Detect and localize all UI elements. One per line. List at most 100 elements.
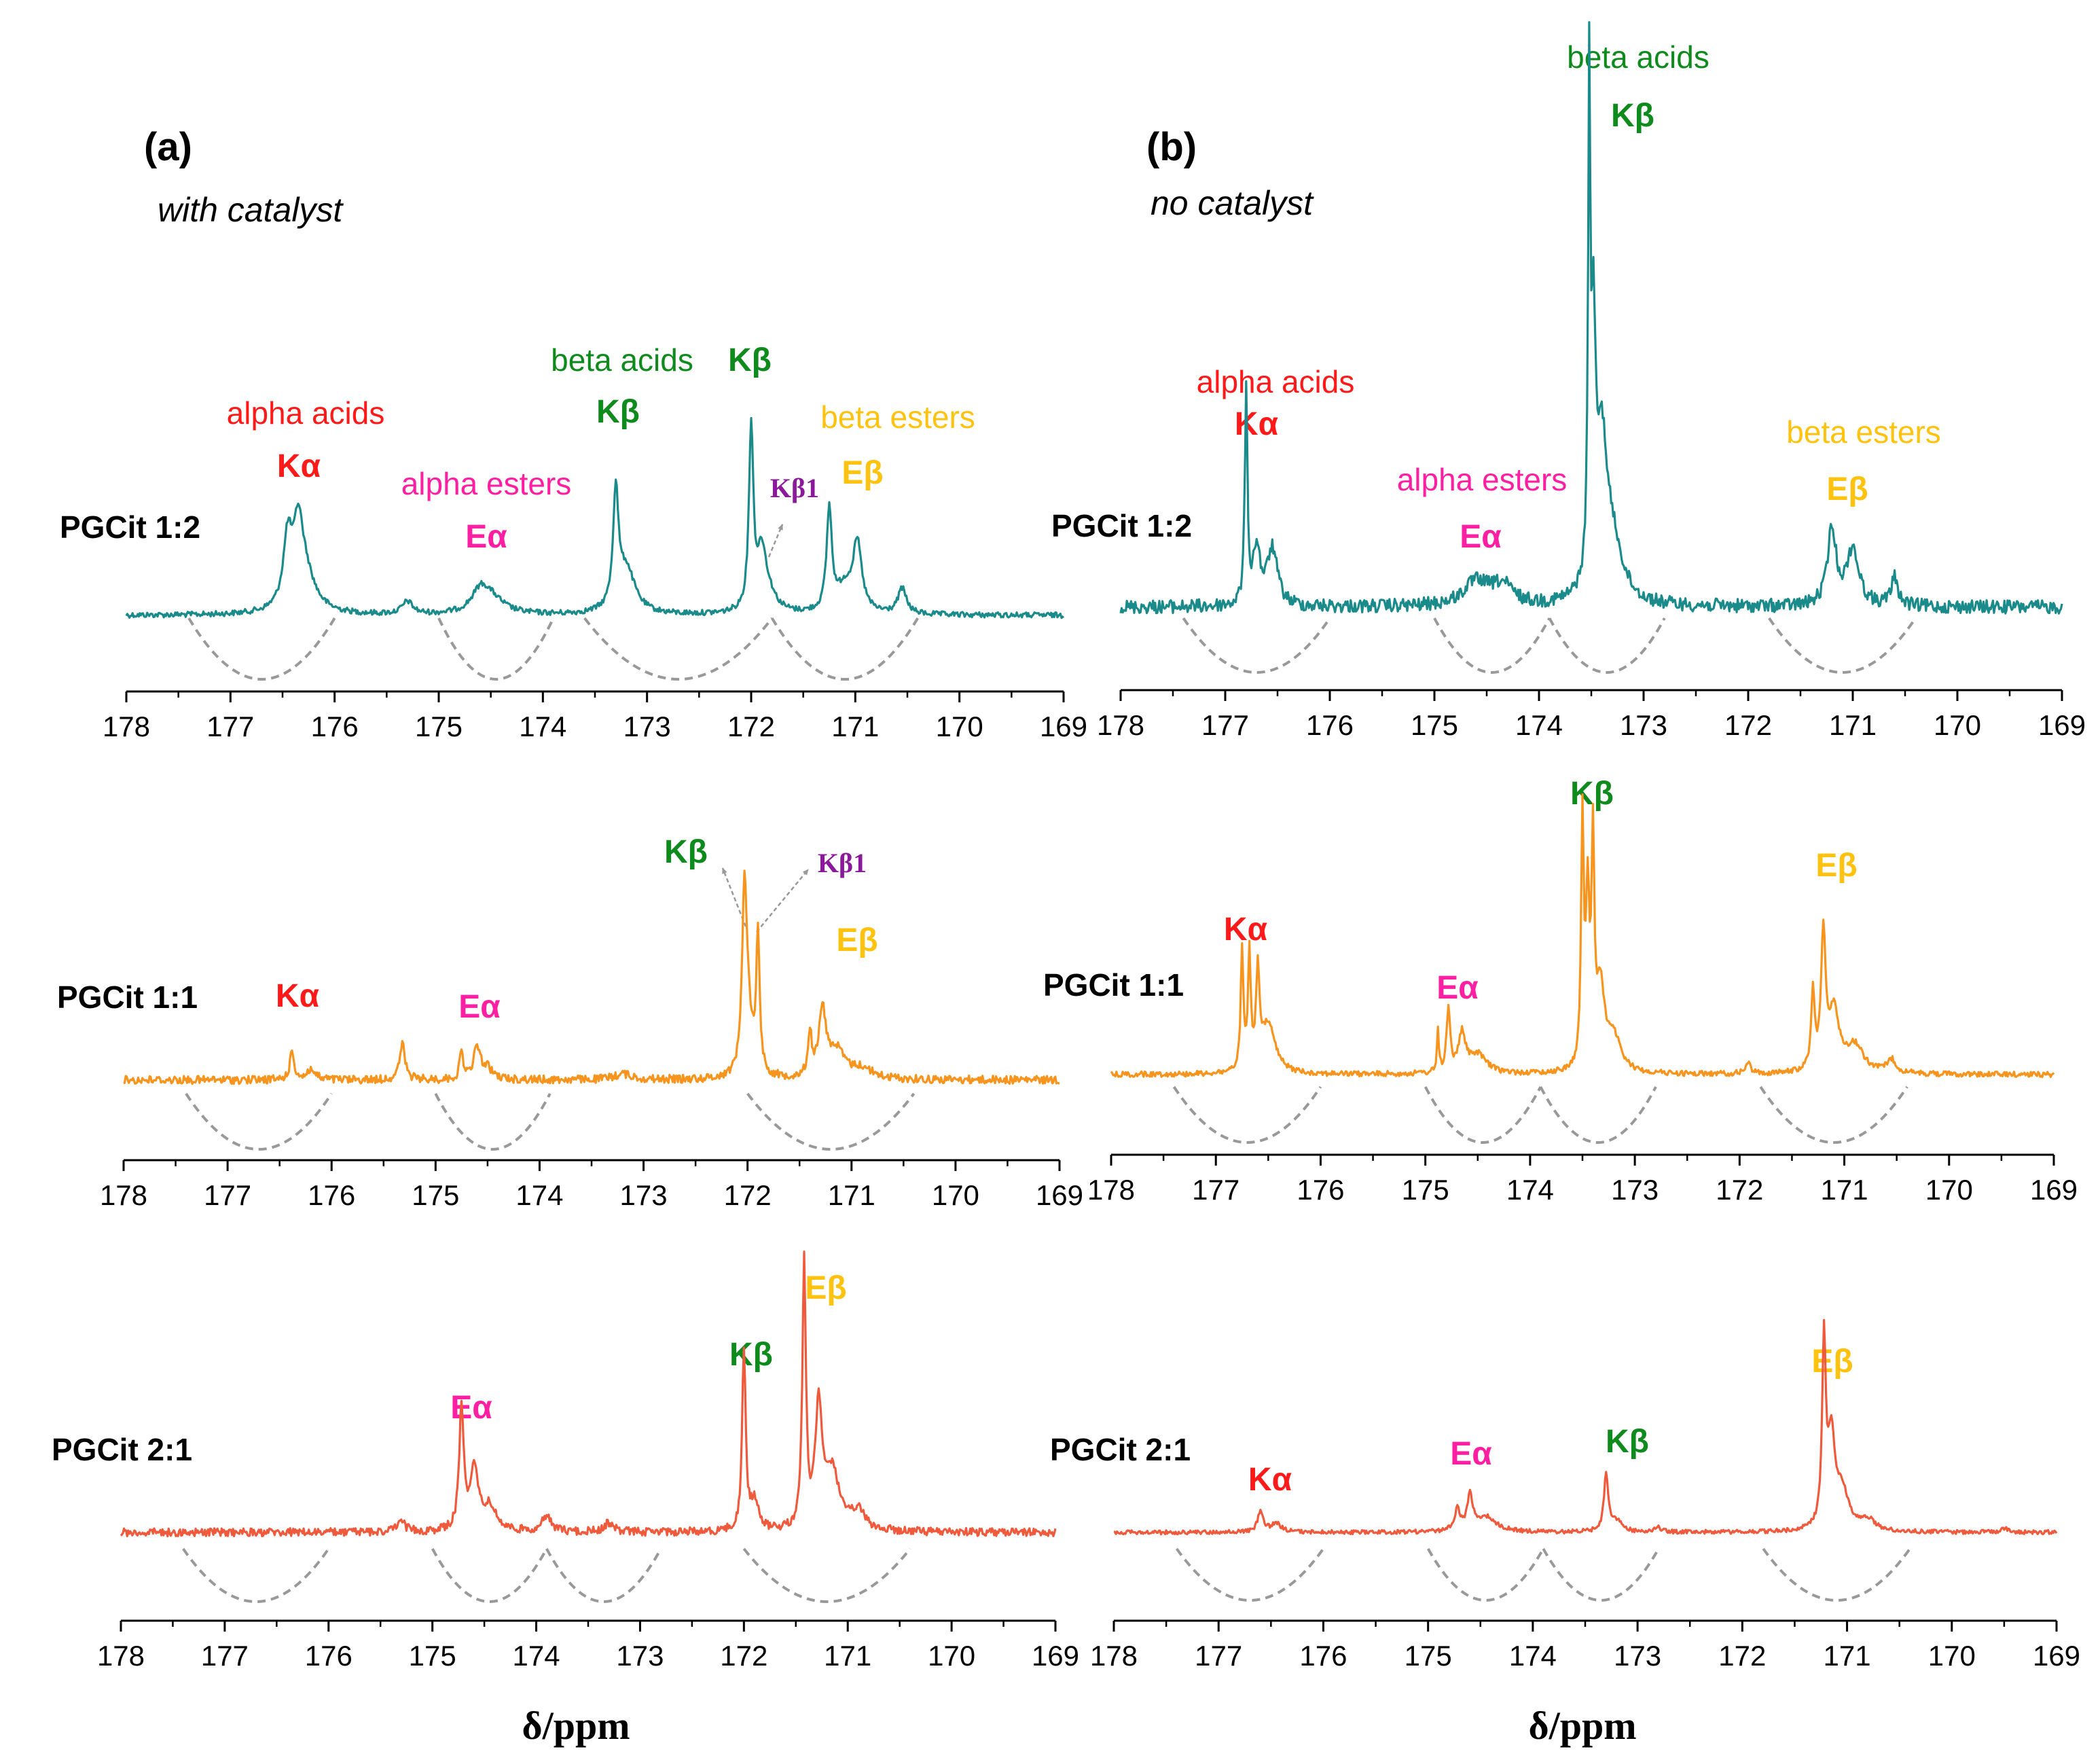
x-tick-label-b2-175: 175 bbox=[1402, 1174, 1449, 1206]
x-tick-label-a2-174: 174 bbox=[515, 1179, 563, 1211]
x-tick-label-a3-170: 170 bbox=[928, 1640, 975, 1672]
integration-bracket-b1-4 bbox=[1768, 617, 1917, 674]
x-tick-label-a3-172: 172 bbox=[720, 1640, 767, 1672]
integration-bracket-b2-1 bbox=[1172, 1085, 1322, 1144]
sample-label-b3: PGCit 2:1 bbox=[1050, 1432, 1191, 1467]
x-tick-label-b3-169: 169 bbox=[2033, 1640, 2080, 1672]
x-tick-label-a2-176: 176 bbox=[308, 1179, 355, 1211]
x-tick-label-b2-177: 177 bbox=[1192, 1174, 1239, 1206]
x-tick-label-a3-175: 175 bbox=[409, 1640, 456, 1672]
x-tick-label-b1-173: 173 bbox=[1620, 709, 1667, 741]
x-tick-label-a3-176: 176 bbox=[305, 1640, 352, 1672]
integration-bracket-a3-3 bbox=[545, 1548, 662, 1603]
panel-a-letter: (a) bbox=[144, 125, 192, 169]
spectra-layer: 178 177 176 175 174 173 172 171 170 169 178 177 176 1… bbox=[97, 21, 2086, 1672]
x-tick-label-a2-175: 175 bbox=[412, 1179, 459, 1211]
a1-e-beta-label: Eβ bbox=[841, 455, 883, 491]
x-tick-label-a1-169: 169 bbox=[1040, 711, 1087, 742]
x-tick-label-a2-177: 177 bbox=[204, 1179, 251, 1211]
x-tick-label-b3-173: 173 bbox=[1614, 1640, 1661, 1672]
integration-bracket-a3-2 bbox=[431, 1548, 548, 1603]
a1-k-beta1-arrow bbox=[767, 524, 784, 558]
x-tick-label-a1-178: 178 bbox=[103, 711, 150, 742]
x-tick-label-b2-170: 170 bbox=[1925, 1174, 1973, 1206]
x-tick-label-a3-173: 173 bbox=[616, 1640, 664, 1672]
sample-label-a3: PGCit 2:1 bbox=[52, 1432, 192, 1467]
b2-k-alpha-label: Kα bbox=[1224, 912, 1268, 948]
x-tick-label-b2-171: 171 bbox=[1821, 1174, 1868, 1206]
integration-bracket-b3-1 bbox=[1175, 1547, 1325, 1602]
x-tick-label-a1-177: 177 bbox=[206, 711, 254, 742]
x-tick-label-b2-176: 176 bbox=[1297, 1174, 1344, 1206]
b3-e-alpha-label: Eα bbox=[1450, 1436, 1492, 1472]
x-axis-title-b: δ/ppm bbox=[1528, 1704, 1636, 1748]
integration-bracket-b3-2 bbox=[1426, 1548, 1545, 1602]
integration-bracket-b3-3 bbox=[1542, 1548, 1660, 1602]
a1-k-alpha-label: Kα bbox=[277, 448, 321, 484]
integration-bracket-a2-3 bbox=[746, 1092, 916, 1151]
integration-bracket-a3-4 bbox=[742, 1547, 911, 1603]
a3-e-alpha-label: Eα bbox=[450, 1390, 492, 1426]
x-tick-label-a1-173: 173 bbox=[623, 711, 671, 742]
a2-k-beta1-label: Kβ1 bbox=[818, 848, 867, 878]
b1-beta-esters-desc: beta esters bbox=[1786, 414, 1941, 450]
x-tick-label-a3-174: 174 bbox=[513, 1640, 560, 1672]
integration-bracket-b3-4 bbox=[1762, 1547, 1911, 1602]
x-tick-label-a1-172: 172 bbox=[727, 711, 775, 742]
x-tick-label-b2-174: 174 bbox=[1506, 1174, 1554, 1206]
integration-bracket-b2-2 bbox=[1424, 1086, 1542, 1144]
b1-beta-acids-desc: beta acids bbox=[1567, 39, 1709, 75]
panel-b-letter: (b) bbox=[1146, 125, 1197, 169]
x-tick-label-b2-172: 172 bbox=[1716, 1174, 1763, 1206]
x-tick-label-a3-177: 177 bbox=[201, 1640, 249, 1672]
sample-label-a2: PGCit 1:1 bbox=[57, 979, 198, 1015]
b3-e-beta-label: Eβ bbox=[1811, 1344, 1853, 1380]
integration-bracket-b2-3 bbox=[1539, 1086, 1657, 1144]
a2-e-beta-label: Eβ bbox=[836, 922, 877, 958]
b1-k-beta-label: Kβ bbox=[1611, 98, 1654, 134]
a1-k-beta1-label: Kβ1 bbox=[770, 473, 819, 503]
panel-b-note: no catalyst bbox=[1151, 184, 1314, 222]
x-tick-label-a3-178: 178 bbox=[97, 1640, 145, 1672]
a3-e-beta-label: Eβ bbox=[805, 1270, 846, 1306]
b1-alpha-esters-desc: alpha esters bbox=[1397, 462, 1568, 497]
x-tick-label-b1-171: 171 bbox=[1829, 709, 1877, 741]
a2-e-alpha-label: Eα bbox=[458, 989, 501, 1025]
x-tick-label-b3-176: 176 bbox=[1299, 1640, 1347, 1672]
sample-label-a1: PGCit 1:2 bbox=[60, 509, 200, 545]
sample-label-b1: PGCit 1:2 bbox=[1051, 508, 1192, 543]
x-tick-label-a1-176: 176 bbox=[311, 711, 359, 742]
x-tick-label-b1-178: 178 bbox=[1097, 709, 1144, 741]
a1-beta-esters-desc: beta esters bbox=[820, 399, 975, 435]
x-tick-label-b1-172: 172 bbox=[1724, 709, 1772, 741]
x-tick-label-b2-169: 169 bbox=[2030, 1174, 2078, 1206]
x-tick-label-b2-178: 178 bbox=[1087, 1174, 1135, 1206]
a1-alpha-esters-desc: alpha esters bbox=[401, 466, 572, 501]
b1-alpha-acids-desc: alpha acids bbox=[1197, 364, 1355, 399]
spectrum-trace-b2 bbox=[1110, 793, 2055, 1079]
x-tick-label-a2-169: 169 bbox=[1036, 1179, 1083, 1211]
integration-bracket-a1-1 bbox=[187, 617, 336, 681]
b3-k-beta-label: Kβ bbox=[1606, 1424, 1649, 1460]
x-tick-label-b1-176: 176 bbox=[1306, 709, 1354, 741]
a2-k-alpha-label: Kα bbox=[276, 978, 320, 1014]
x-tick-label-b1-177: 177 bbox=[1201, 709, 1249, 741]
integration-bracket-b1-3 bbox=[1548, 617, 1666, 674]
a2-k-beta-label: Kβ bbox=[664, 834, 708, 870]
a2-k-beta1-arrow bbox=[756, 869, 809, 933]
x-tick-label-b1-175: 175 bbox=[1411, 709, 1458, 741]
a2-k-beta-arrow bbox=[721, 867, 747, 927]
x-tick-label-b3-178: 178 bbox=[1090, 1640, 1138, 1672]
x-tick-label-b3-172: 172 bbox=[1718, 1640, 1766, 1672]
x-tick-label-a2-172: 172 bbox=[724, 1179, 772, 1211]
a3-k-beta-label: Kβ bbox=[729, 1337, 773, 1373]
spectrum-trace-b1 bbox=[1119, 21, 2063, 615]
integration-bracket-a1-2 bbox=[437, 617, 555, 681]
a1-e-alpha-label: Eα bbox=[465, 519, 507, 555]
x-tick-label-b3-174: 174 bbox=[1509, 1640, 1557, 1672]
x-tick-label-b3-170: 170 bbox=[1928, 1640, 1976, 1672]
x-tick-label-a1-170: 170 bbox=[936, 711, 983, 742]
a1-alpha-acids-desc: alpha acids bbox=[227, 395, 385, 431]
x-tick-label-b1-170: 170 bbox=[1934, 709, 1981, 741]
integration-bracket-a1-4 bbox=[770, 617, 920, 681]
